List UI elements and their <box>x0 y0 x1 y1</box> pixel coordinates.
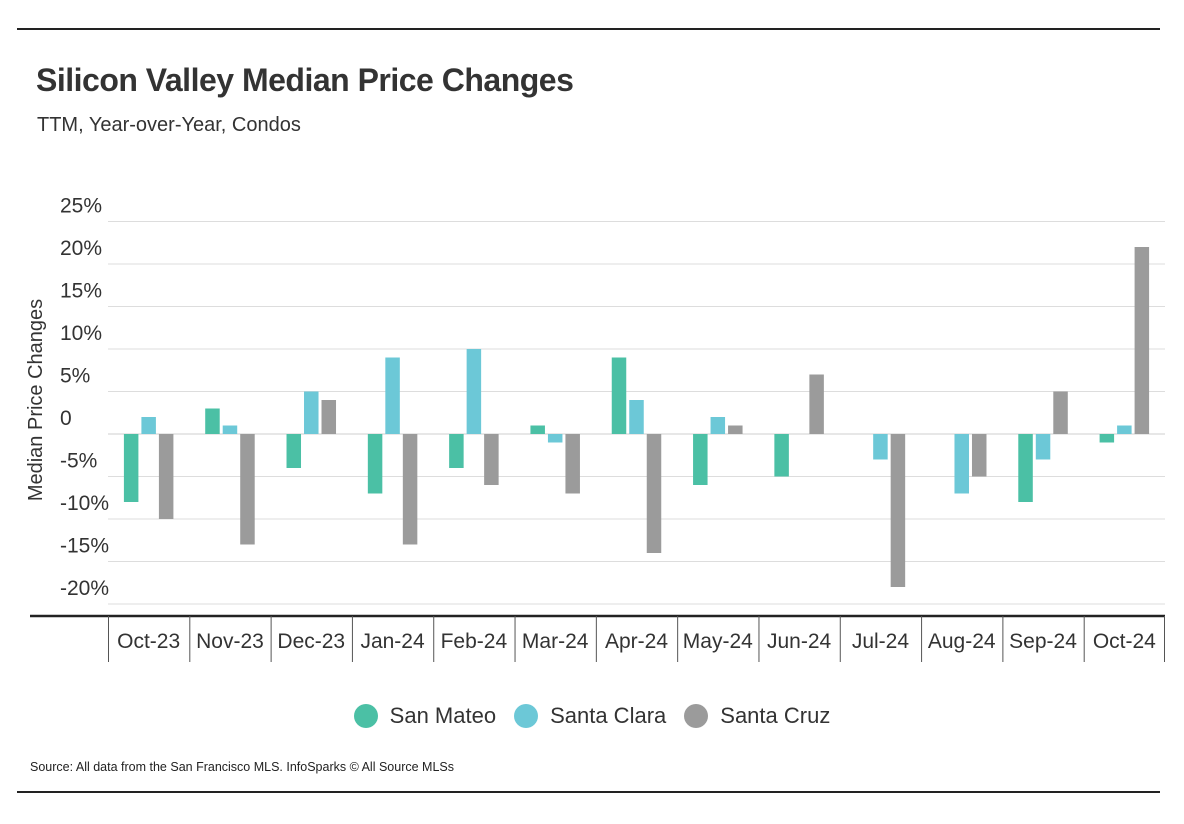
bar-san-mateo-feb-24 <box>449 434 464 468</box>
legend-label: Santa Clara <box>550 703 667 728</box>
legend-swatch-santa-clara <box>514 704 539 728</box>
bar-santa-cruz-sep-24 <box>1053 391 1068 434</box>
bar-santa-clara-apr-24 <box>629 400 644 434</box>
y-tick-label: 20% <box>60 237 102 260</box>
y-tick-label: 0 <box>60 407 72 430</box>
legend-item-santa-clara: Santa Clara <box>514 703 666 729</box>
bar-san-mateo-dec-23 <box>286 434 302 468</box>
x-tick-label: Jul-24 <box>852 630 910 653</box>
bottom-rule <box>17 791 1160 793</box>
bar-san-mateo-apr-24 <box>611 357 627 434</box>
bar-san-mateo-nov-23 <box>205 408 220 434</box>
x-tick-label: Oct-24 <box>1093 630 1156 653</box>
y-tick-label: -20% <box>60 577 109 600</box>
x-tick-label: Oct-23 <box>117 630 180 653</box>
x-tick-label: Dec-23 <box>277 630 345 653</box>
y-tick-label: 25% <box>60 195 102 218</box>
y-tick-label: 10% <box>60 322 102 345</box>
bar-santa-cruz-apr-24 <box>646 434 662 553</box>
bar-santa-cruz-oct-23 <box>158 434 174 519</box>
bar-santa-clara-sep-24 <box>1035 434 1051 460</box>
bar-san-mateo-mar-24 <box>530 425 545 434</box>
bar-santa-cruz-jun-24 <box>809 374 824 434</box>
bar-san-mateo-oct-23 <box>123 434 139 502</box>
x-tick-label: Sep-24 <box>1009 630 1077 653</box>
y-tick-label: -15% <box>60 535 109 558</box>
source-note: Source: All data from the San Francisco … <box>30 760 454 774</box>
bar-santa-cruz-mar-24 <box>565 434 580 494</box>
bar-san-mateo-sep-24 <box>1018 434 1033 502</box>
x-tick-label: Nov-23 <box>196 630 264 653</box>
x-tick-label: Jan-24 <box>360 630 425 653</box>
bar-santa-cruz-feb-24 <box>484 434 499 485</box>
y-tick-label: -5% <box>60 450 97 473</box>
x-tick-label: Jun-24 <box>767 630 832 653</box>
bar-san-mateo-oct-24 <box>1099 434 1115 443</box>
legend-swatch-santa-cruz <box>684 704 709 728</box>
x-tick-label: May-24 <box>683 630 753 653</box>
bar-san-mateo-may-24 <box>693 434 708 485</box>
chart-subtitle: TTM, Year-over-Year, Condos <box>37 114 301 136</box>
x-tick-label: Feb-24 <box>441 630 508 653</box>
top-rule <box>17 28 1160 30</box>
legend-label: Santa Cruz <box>720 703 831 728</box>
x-tick-label: Apr-24 <box>605 630 668 653</box>
bar-santa-clara-mar-24 <box>547 434 563 443</box>
x-tick-label: Aug-24 <box>928 630 996 653</box>
bar-santa-clara-aug-24 <box>954 434 969 494</box>
bar-san-mateo-jan-24 <box>367 434 383 494</box>
bar-santa-cruz-nov-23 <box>240 434 255 545</box>
bar-santa-clara-nov-23 <box>222 425 238 434</box>
bar-santa-clara-jul-24 <box>873 434 888 460</box>
bar-santa-cruz-dec-23 <box>321 400 337 434</box>
bar-santa-clara-feb-24 <box>466 349 482 434</box>
bar-san-mateo-jun-24 <box>774 434 789 477</box>
legend-swatch-san-mateo <box>353 704 378 728</box>
legend-item-san-mateo: San Mateo <box>353 703 497 729</box>
bar-santa-clara-oct-23 <box>141 417 156 434</box>
bar-santa-clara-jan-24 <box>385 357 400 434</box>
bar-santa-cruz-oct-24 <box>1134 247 1150 434</box>
y-axis-title: Median Price Changes <box>25 299 47 501</box>
y-tick-label: -10% <box>60 492 109 515</box>
bar-santa-clara-dec-23 <box>304 391 319 434</box>
bar-santa-cruz-jan-24 <box>402 434 418 545</box>
y-tick-label: 5% <box>60 365 90 388</box>
legend-item-santa-cruz: Santa Cruz <box>684 703 830 729</box>
legend: San Mateo Santa Clara Santa Cruz <box>0 703 1184 729</box>
bar-chart: 25% 20% 15% 10% 5% 0 -5% -10% -15% -20% Median Pri… <box>25 195 1165 662</box>
bar-santa-cruz-jul-24 <box>890 434 906 587</box>
bar-santa-clara-may-24 <box>710 417 726 434</box>
bar-santa-clara-oct-24 <box>1117 425 1132 434</box>
y-tick-label: 15% <box>60 280 102 303</box>
chart-title: Silicon Valley Median Price Changes <box>36 62 574 98</box>
x-tick-label: Mar-24 <box>522 630 589 653</box>
bar-santa-cruz-may-24 <box>728 425 743 434</box>
legend-label: San Mateo <box>389 703 497 728</box>
bar-santa-cruz-aug-24 <box>971 434 987 477</box>
